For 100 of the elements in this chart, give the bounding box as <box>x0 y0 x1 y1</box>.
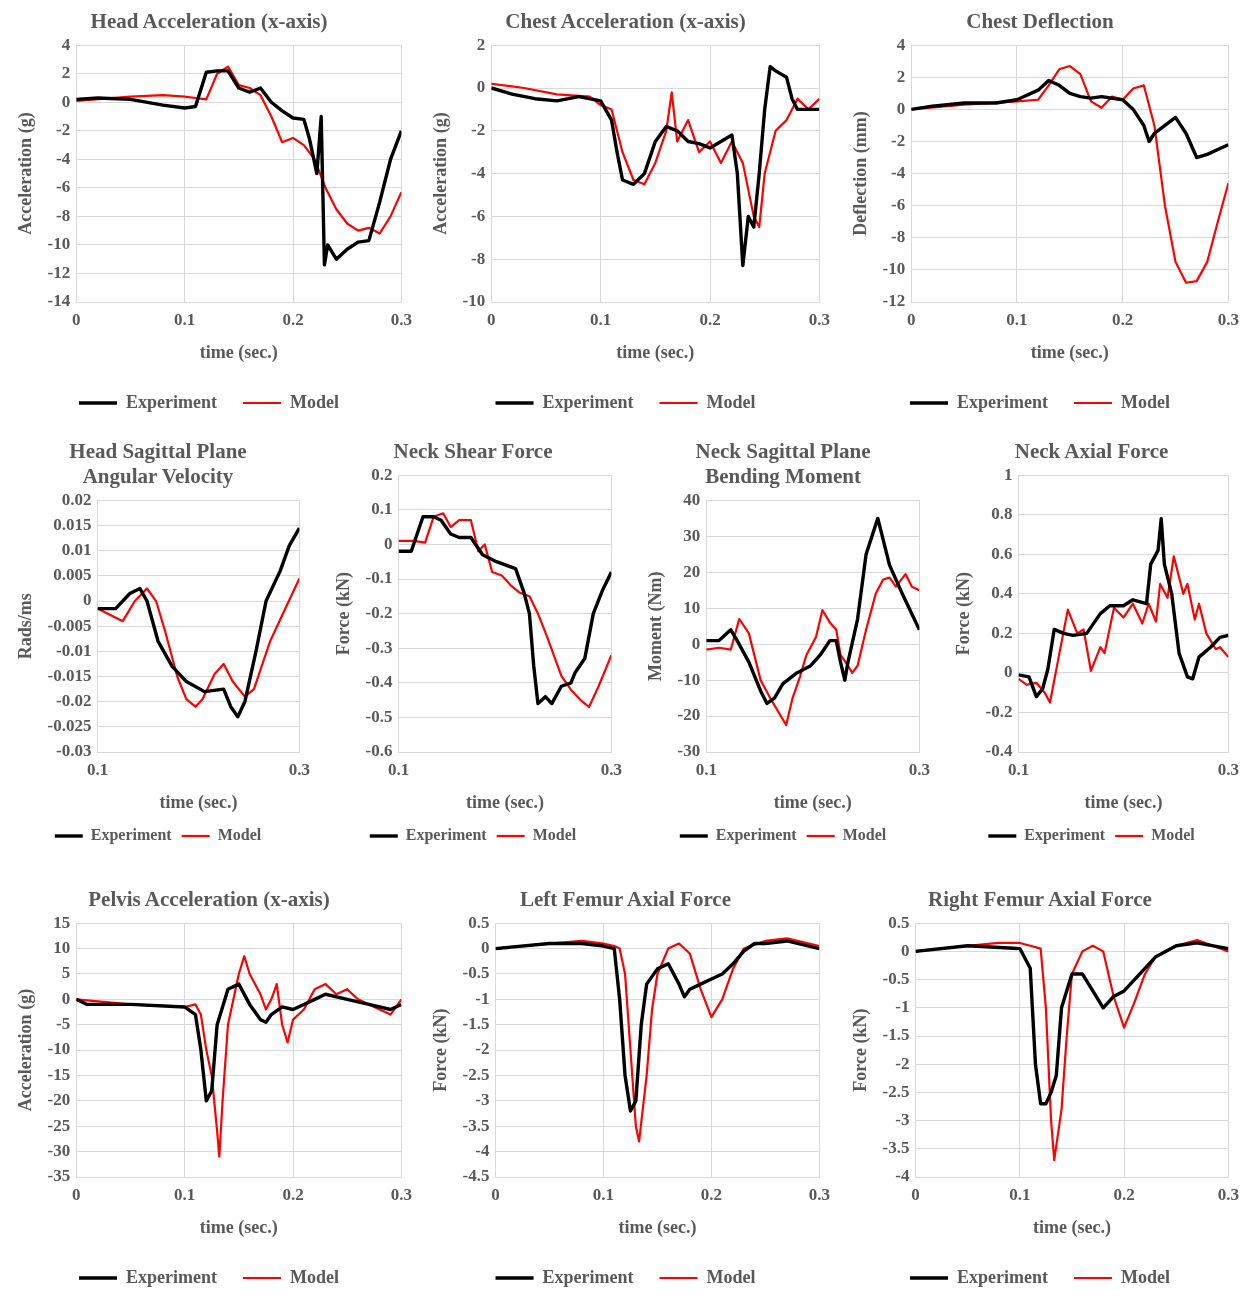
y-tick-label: 0.2 <box>371 464 393 484</box>
y-tick-label: -0.4 <box>365 672 393 692</box>
y-tick-label: -0.5 <box>462 963 490 983</box>
chart-title: Chest Deflection <box>966 9 1115 34</box>
y-tick-label: 2 <box>476 34 486 54</box>
x-tick-label: 0.1 <box>590 309 612 329</box>
y-tick-label: -1 <box>895 997 910 1017</box>
y-tick-label: -0.5 <box>365 706 393 726</box>
x-axis-title: time (sec.) <box>1084 791 1163 813</box>
y-tick-label: 2 <box>61 63 71 83</box>
chart-title: Neck Shear Force <box>393 439 553 464</box>
y-tick-label: -14 <box>47 291 71 311</box>
legend-label: Experiment <box>126 391 217 412</box>
x-tick-label: 0.3 <box>390 1184 412 1204</box>
y-tick-label: -8 <box>471 248 486 268</box>
legend-label: Experiment <box>1024 826 1106 845</box>
y-tick-label: -1.5 <box>882 1025 910 1045</box>
y-tick-label: 0 <box>481 937 490 957</box>
y-tick-label: 0 <box>83 590 92 610</box>
legend-label: Model <box>1121 391 1170 412</box>
x-axis-title: time (sec.) <box>199 1216 278 1238</box>
y-tick-label: -10 <box>47 234 71 254</box>
y-tick-label: -0.1 <box>365 568 393 588</box>
y-tick-label: -30 <box>677 741 701 761</box>
y-tick-label: -0.01 <box>56 640 92 660</box>
y-tick-label: -2.5 <box>882 1081 910 1101</box>
y-axis-title: Deflection (mm) <box>850 111 872 236</box>
y-axis-title: Acceleration (g) <box>430 112 452 235</box>
y-tick-label: -3.5 <box>882 1138 910 1158</box>
y-tick-label: -0.025 <box>47 716 92 736</box>
y-tick-label: 10 <box>53 937 71 957</box>
y-axis-title: Acceleration (g) <box>15 988 37 1112</box>
y-tick-label: -0.5 <box>882 968 910 988</box>
y-tick-label: -20 <box>47 1090 71 1110</box>
chart-title: Chest Acceleration (x-axis) <box>505 9 746 34</box>
x-tick-label: 0.1 <box>174 309 196 329</box>
y-tick-label: -12 <box>47 262 71 282</box>
x-tick-label: 0.1 <box>86 759 109 779</box>
y-tick-label: 0.4 <box>991 583 1014 603</box>
y-axis-title: Rads/ms <box>15 593 36 660</box>
y-tick-label: 0.005 <box>53 565 92 585</box>
y-tick-label: 10 <box>683 597 701 617</box>
legend-label: Model <box>706 1266 756 1287</box>
x-tick-label: 0.3 <box>600 759 622 779</box>
legend-label: Model <box>290 1266 339 1287</box>
legend-label: Experiment <box>542 391 634 412</box>
y-tick-label: -1.5 <box>462 1014 490 1034</box>
x-axis-title: time (sec.) <box>1032 1216 1111 1238</box>
y-tick-label: 0.5 <box>468 912 490 932</box>
x-tick-label: 0.2 <box>699 309 721 329</box>
y-tick-label: 0 <box>61 91 71 111</box>
y-tick-label: 0.015 <box>53 514 92 534</box>
x-tick-label: 0.3 <box>390 309 412 329</box>
y-tick-label: -4 <box>56 148 71 168</box>
y-tick-label: -10 <box>677 669 701 689</box>
x-tick-label: 0.2 <box>700 1184 723 1204</box>
y-tick-label: 2 <box>896 66 906 86</box>
y-tick-label: 0.8 <box>991 504 1013 524</box>
x-axis-title: time (sec.) <box>773 791 852 813</box>
y-tick-label: -35 <box>47 1166 71 1186</box>
y-tick-label: -2 <box>891 130 906 150</box>
x-tick-label: 0.3 <box>808 309 830 329</box>
legend-label: Experiment <box>90 826 173 845</box>
y-tick-label: -0.005 <box>47 615 92 635</box>
legend-label: Model <box>532 826 577 844</box>
y-tick-label: -6 <box>471 205 486 225</box>
y-tick-label: -2 <box>475 1039 490 1059</box>
x-tick-label: 0.2 <box>282 1184 304 1204</box>
chart-title: Neck Axial Force <box>1014 439 1169 464</box>
chart-title: Right Femur Axial Force <box>928 887 1152 912</box>
y-tick-label: 0.5 <box>888 912 910 932</box>
y-tick-label: -10 <box>882 259 906 279</box>
x-tick-label: 0.3 <box>1217 309 1239 329</box>
y-tick-label: -0.015 <box>47 665 92 685</box>
x-axis-title: time (sec.) <box>465 791 544 813</box>
y-tick-label: -0.4 <box>985 741 1013 761</box>
y-tick-label: -8 <box>56 205 71 225</box>
y-tick-label: -10 <box>462 291 486 311</box>
y-tick-label: 0 <box>384 533 393 553</box>
y-tick-label: 4 <box>896 34 906 54</box>
y-tick-label: -20 <box>677 705 701 725</box>
y-tick-label: -2 <box>895 1053 910 1073</box>
chart-title: Head Sagittal Plane Angular Velocity <box>69 439 247 489</box>
y-tick-label: -0.03 <box>56 741 92 761</box>
x-tick-label: 0.2 <box>1113 1184 1135 1204</box>
y-tick-label: -2.5 <box>462 1064 490 1084</box>
y-tick-label: -25 <box>47 1115 71 1135</box>
x-tick-label: 0.1 <box>174 1184 196 1204</box>
legend-label: Experiment <box>957 1266 1048 1287</box>
x-axis-title: time (sec.) <box>159 791 238 813</box>
y-tick-label: 0 <box>901 940 910 960</box>
y-tick-label: 0.6 <box>991 543 1013 563</box>
y-tick-label: 4 <box>61 34 71 54</box>
y-tick-label: 0 <box>896 98 906 118</box>
y-tick-label: -3.5 <box>462 1115 490 1135</box>
x-axis-title: time (sec.) <box>616 341 695 363</box>
y-tick-label: -4 <box>471 162 486 182</box>
y-axis-title: Force (kN) <box>850 1008 872 1092</box>
y-axis-title: Force (kN) <box>430 1008 452 1092</box>
y-tick-label: -10 <box>47 1039 71 1059</box>
